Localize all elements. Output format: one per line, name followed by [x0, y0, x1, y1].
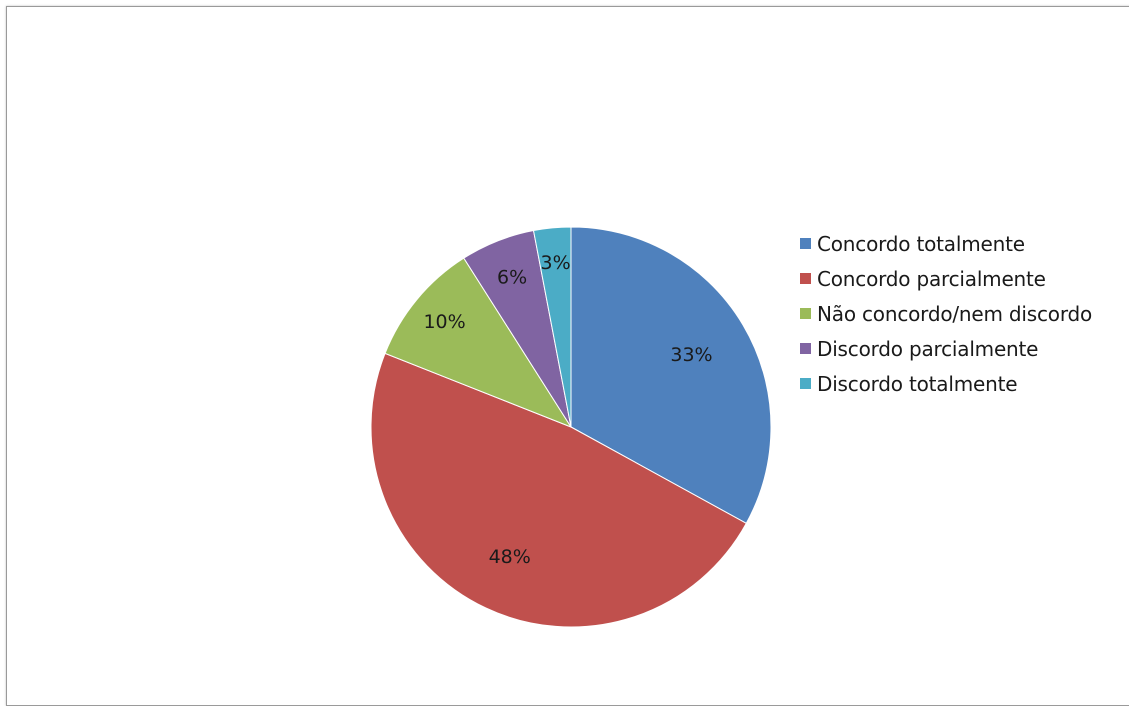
legend-label: Não concordo/nem discordo — [817, 301, 1093, 326]
legend-label: Discordo parcialmente — [817, 336, 1039, 361]
data-label-discordo-parcialmente: 6% — [497, 267, 527, 289]
legend-label: Concordo parcialmente — [817, 266, 1046, 291]
legend-swatch — [800, 308, 811, 319]
data-label-nao-concordo-nem-discordo: 10% — [423, 311, 465, 333]
legend-item-nao-concordo-nem-discordo: Não concordo/nem discordo — [800, 296, 1092, 331]
legend-item-discordo-totalmente: Discordo totalmente — [800, 366, 1092, 401]
legend-swatch — [800, 343, 811, 354]
legend-label: Concordo totalmente — [817, 231, 1025, 256]
legend: Concordo totalmente Concordo parcialment… — [800, 226, 1092, 401]
legend-swatch — [800, 273, 811, 284]
pie-slice-discordo-totalmente — [532, 226, 572, 428]
pie-slice-concordo-totalmente — [570, 226, 772, 525]
data-label-concordo-parcialmente: 48% — [489, 546, 531, 568]
pie-slice-concordo-parcialmente — [370, 352, 747, 628]
legend-item-concordo-parcialmente: Concordo parcialmente — [800, 261, 1092, 296]
data-label-concordo-totalmente: 33% — [670, 344, 712, 366]
pie-chart: 33% 48% 10% 6% 3% — [370, 226, 772, 628]
legend-swatch — [800, 378, 811, 389]
legend-swatch — [800, 238, 811, 249]
data-label-discordo-totalmente: 3% — [541, 252, 571, 274]
legend-item-discordo-parcialmente: Discordo parcialmente — [800, 331, 1092, 366]
pie-slice-nao-concordo-nem-discordo — [384, 257, 573, 429]
pie-data-labels: 33% 48% 10% 6% 3% — [423, 252, 712, 568]
legend-item-concordo-totalmente: Concordo totalmente — [800, 226, 1092, 261]
legend-label: Discordo totalmente — [817, 371, 1018, 396]
pie-slices — [370, 226, 772, 628]
